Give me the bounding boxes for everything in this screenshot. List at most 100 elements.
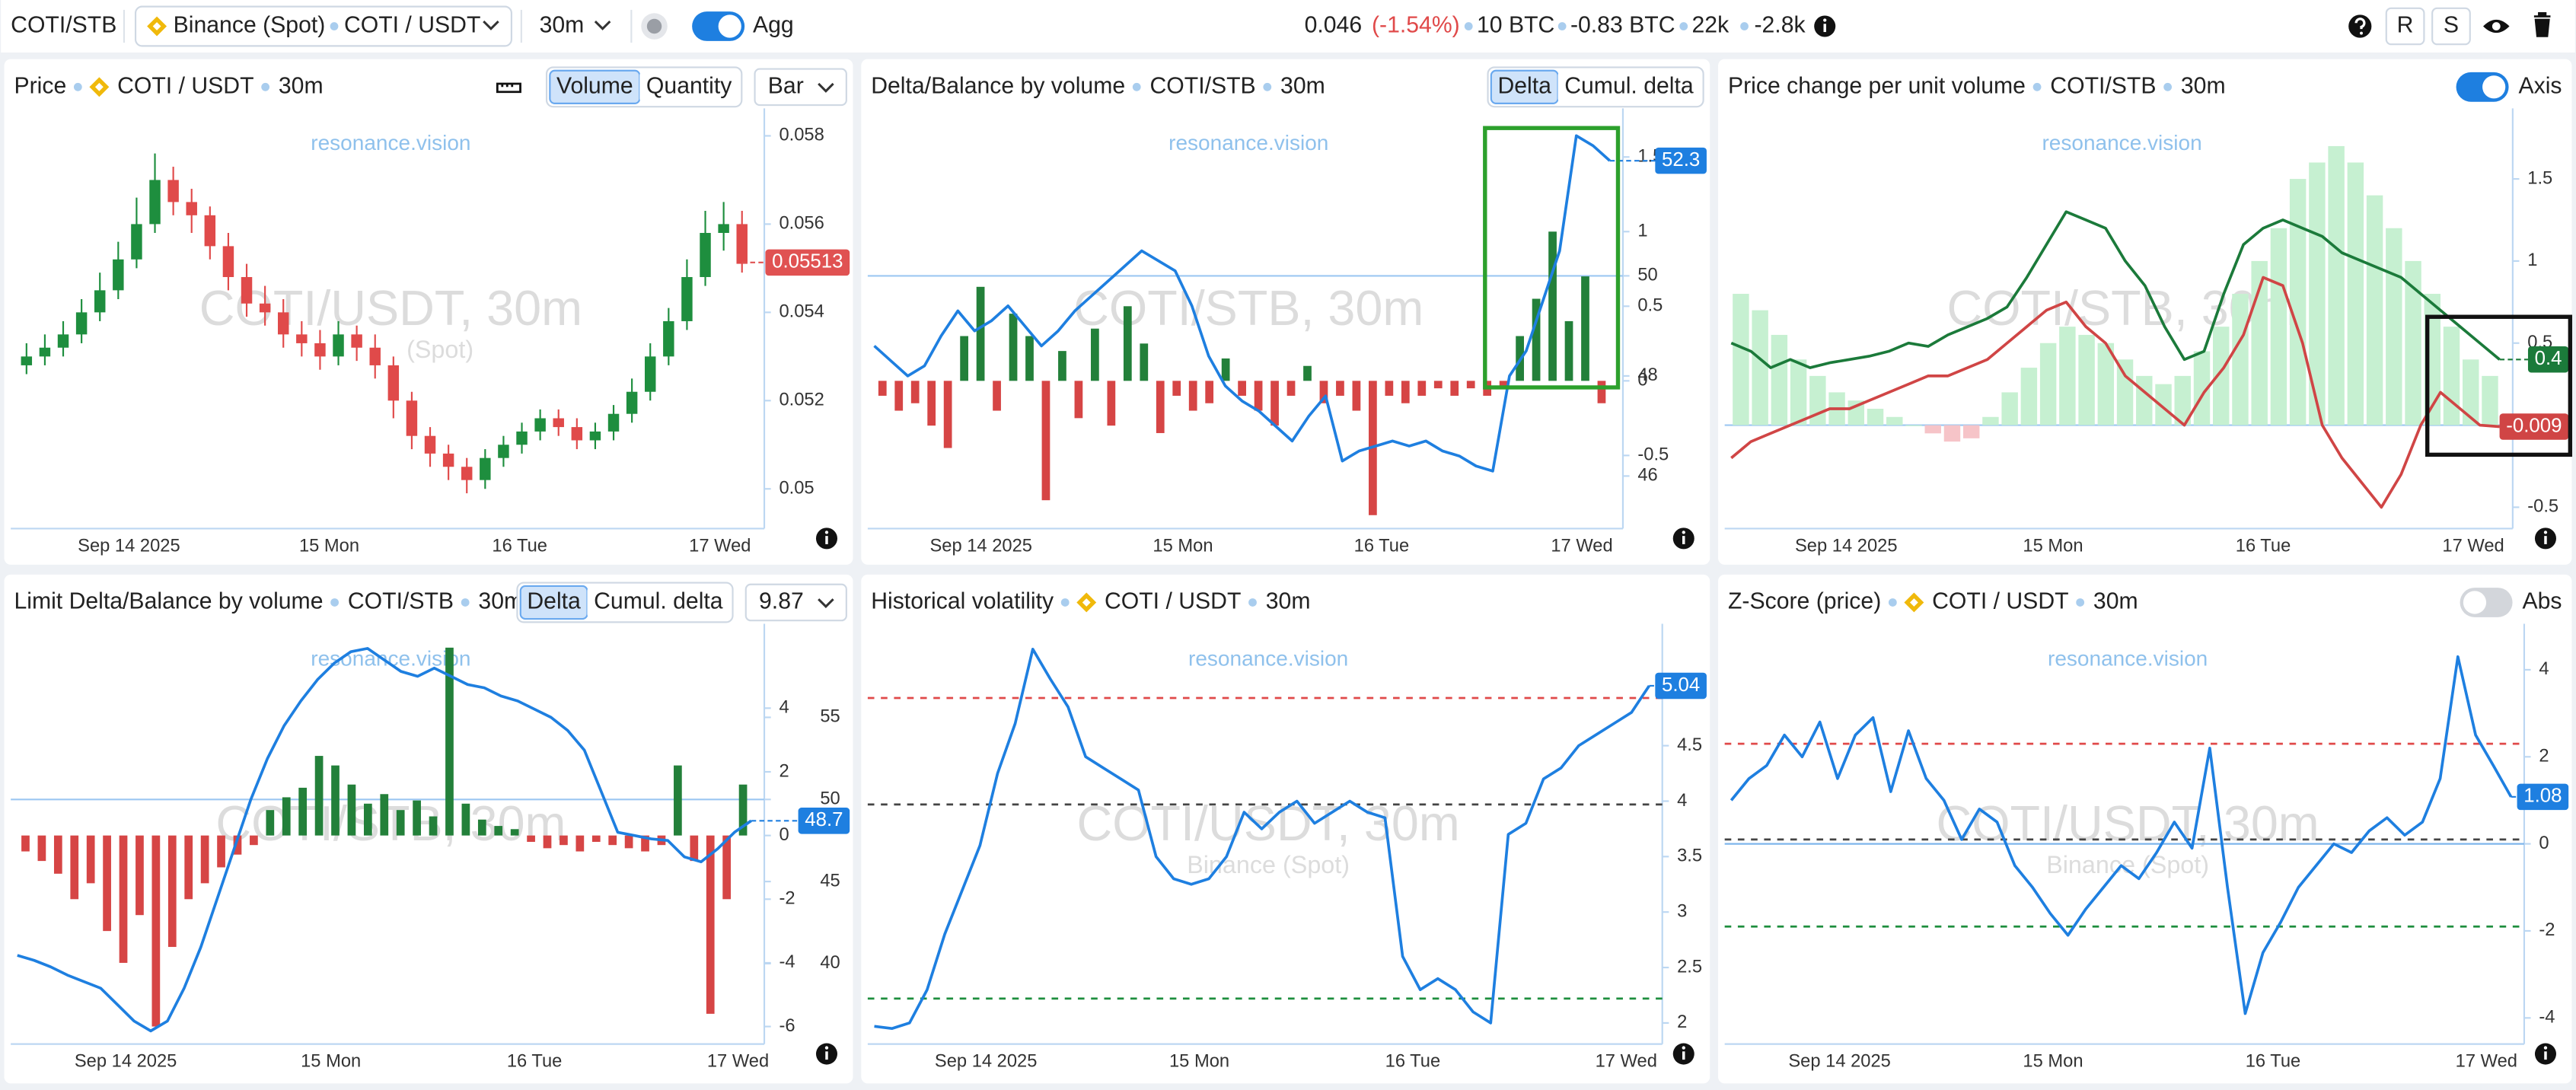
trades-delta: -2.8k (1754, 12, 1806, 37)
candle-body (314, 343, 326, 357)
x-tick-label: 16 Tue (1354, 536, 1410, 556)
panel-title: Price (14, 73, 66, 98)
bar (429, 816, 438, 836)
candle-body (21, 356, 33, 365)
dropdown[interactable] (744, 583, 847, 622)
candle-body (333, 334, 344, 357)
candle-body (607, 413, 620, 432)
bar (282, 797, 291, 836)
toggle-button[interactable] (1557, 70, 1701, 104)
bar (380, 794, 389, 836)
bar (2193, 351, 2211, 425)
bar (1886, 416, 1903, 425)
r-label: R (2397, 12, 2414, 37)
bar (943, 381, 952, 448)
y-tick-label: 0 (1637, 371, 1647, 390)
pair-label: COTI/STB (2050, 73, 2156, 98)
exchange-icon (89, 77, 110, 97)
interval[interactable]: 30m (540, 12, 585, 37)
bar (2174, 375, 2191, 425)
bar (1107, 381, 1116, 426)
y-tick-label: -2 (2539, 920, 2555, 940)
candle-body (626, 391, 638, 414)
dropdown[interactable] (754, 68, 847, 107)
watermark-symbol: COTI/STB, 30m (1073, 280, 1423, 336)
y-tick-label: 1.5 (2527, 168, 2552, 188)
y-tick-label: 2.5 (1677, 957, 1702, 977)
bar (1581, 276, 1589, 381)
bar (1041, 381, 1050, 501)
candle-body (663, 320, 674, 357)
toggle-button[interactable] (639, 70, 738, 104)
bar (993, 381, 1001, 411)
bar (1091, 328, 1099, 381)
watermark-sub: (Spot) (406, 336, 473, 363)
x-tick-label: 15 Mon (2023, 1052, 2083, 1072)
x-tick-label: 17 Wed (1551, 536, 1612, 556)
separator-dot (1248, 598, 1257, 607)
watermark-sub: Binance (Spot) (2046, 851, 2209, 878)
bar (1025, 336, 1034, 381)
bar (396, 810, 405, 836)
last-price: 0.046 (1305, 12, 1363, 37)
bar (2232, 294, 2249, 425)
bar (591, 835, 601, 843)
r-button[interactable] (2385, 7, 2425, 46)
x-tick-label: 17 Wed (707, 1052, 769, 1072)
bar (217, 835, 225, 868)
bar (2289, 179, 2307, 425)
trash-icon[interactable] (2533, 11, 2551, 37)
help-icon[interactable] (2348, 14, 2372, 38)
bar (543, 835, 552, 849)
candle-body (149, 180, 161, 225)
market-selector[interactable] (134, 5, 512, 47)
pair-label: COTI / USDT (1932, 588, 2068, 614)
pair-label: COTI/STB (348, 588, 454, 614)
bar (1385, 381, 1394, 396)
price-change: (-1.54%) (1372, 12, 1460, 37)
y-tick-label: 1 (2527, 250, 2537, 270)
button-label: Delta (1497, 73, 1551, 98)
s-button[interactable] (2431, 7, 2471, 46)
bar (608, 835, 617, 846)
bar (690, 835, 699, 862)
panel-title: Delta/Balance by volume (871, 73, 1125, 98)
y-tick-label: 0.058 (779, 126, 824, 145)
toggle-button[interactable] (549, 69, 641, 104)
exchange-icon (147, 16, 167, 37)
bar (1123, 306, 1132, 381)
bar (1352, 381, 1361, 411)
toggle-button[interactable] (587, 585, 730, 620)
last-value-label: -0.009 (2506, 415, 2562, 436)
last-value-badge (1655, 672, 1707, 700)
bar (2136, 375, 2153, 425)
bar (1809, 375, 1826, 425)
bar (151, 835, 161, 1027)
x-tick-label: Sep 14 2025 (1788, 1052, 1891, 1072)
panel-title: Price change per unit volume (1728, 73, 2026, 98)
bar (1254, 381, 1263, 411)
candle-body (222, 246, 234, 277)
exchange: Binance (Spot) (174, 12, 326, 37)
candle-body (131, 224, 142, 260)
bar (1221, 358, 1230, 381)
bar (1074, 381, 1083, 419)
bar (1009, 314, 1018, 381)
bar (266, 810, 275, 836)
symbol[interactable]: COTI/STB (11, 12, 116, 37)
bar (960, 336, 968, 381)
y-tick-label: -4 (2539, 1008, 2555, 1028)
bar (894, 381, 904, 411)
bar (1962, 425, 1980, 438)
bar (976, 286, 985, 381)
bar (363, 803, 372, 836)
toggle-label: Abs (2523, 588, 2562, 614)
chevron (483, 20, 499, 30)
bar (233, 835, 242, 855)
candle-body (296, 334, 308, 343)
toggle-label: Axis (2519, 73, 2562, 98)
y2-tick-label: 50 (1637, 266, 1657, 285)
bar (1771, 334, 1788, 425)
watermark-symbol: COTI/USDT, 30m (199, 280, 582, 336)
bar (2443, 327, 2460, 425)
